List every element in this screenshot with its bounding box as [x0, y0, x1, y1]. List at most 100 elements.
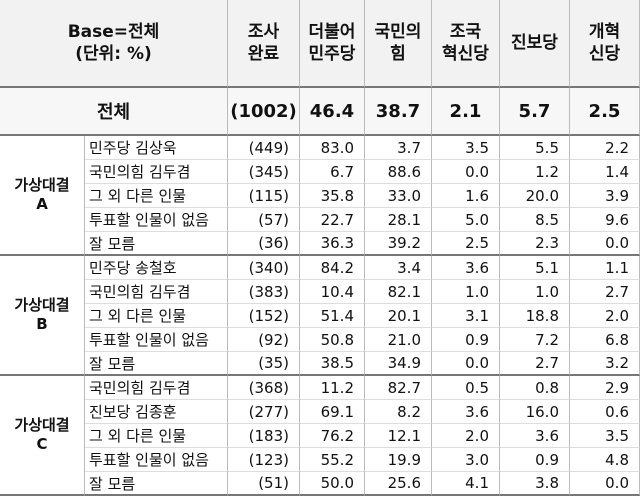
- data-cell: 34.9: [365, 352, 432, 376]
- cell-value: (449): [248, 138, 289, 157]
- data-cell: (123): [228, 448, 300, 472]
- cell-value: 2.2: [605, 138, 629, 157]
- total-label: 전체: [0, 88, 228, 136]
- row-label-text: 민주당 송철호: [89, 259, 177, 277]
- cell-value: 0.8: [535, 378, 559, 397]
- header-text: (단위: %): [75, 44, 152, 64]
- row-label: 투표할 인물이 없음: [85, 208, 228, 232]
- data-cell: 88.6: [365, 160, 432, 184]
- cell-value: 3.6: [535, 426, 559, 445]
- row-label: 진보당 김종훈: [85, 400, 228, 424]
- data-cell: 50.0: [300, 472, 365, 496]
- cell-value: 5.5: [535, 138, 559, 157]
- data-cell: 51.4: [300, 304, 365, 328]
- row-label-text: 잘 모름: [89, 474, 136, 493]
- cell-value: 20.1: [387, 306, 421, 325]
- cell-value: (345): [248, 162, 289, 181]
- data-cell: (449): [228, 136, 300, 160]
- cell-value: (115): [248, 186, 289, 205]
- column-header-text: 더불어: [308, 22, 356, 42]
- data-cell: 3.6: [432, 256, 500, 280]
- data-cell: 3.0: [432, 448, 500, 472]
- data-cell: 2.0: [570, 304, 640, 328]
- cell-value: 39.2: [387, 234, 421, 252]
- data-cell: 82.1: [365, 280, 432, 304]
- data-cell: 28.1: [365, 208, 432, 232]
- cell-value: 82.1: [387, 282, 421, 301]
- cell-value: 0.0: [605, 234, 629, 252]
- row-label-text: 그 외 다른 인물: [89, 187, 187, 205]
- cell-value: 8.2: [397, 402, 421, 421]
- data-cell: (152): [228, 304, 300, 328]
- cell-value: 19.9: [387, 450, 421, 469]
- data-cell: (35): [228, 352, 300, 376]
- cell-value: 18.8: [525, 306, 559, 325]
- cell-value: 6.8: [605, 330, 629, 349]
- total-value: 5.7: [518, 100, 551, 122]
- data-cell: 4.1: [432, 472, 500, 496]
- group-label: 가상대결 C: [0, 376, 85, 496]
- data-cell: 12.1: [365, 424, 432, 448]
- data-cell: 1.0: [432, 280, 500, 304]
- data-cell: 84.2: [300, 256, 365, 280]
- data-cell: 5.0: [432, 208, 500, 232]
- cell-value: 82.7: [387, 378, 421, 397]
- cell-value: 3.8: [535, 474, 559, 492]
- data-cell: 1.1: [570, 256, 640, 280]
- row-label-text: 잘 모름: [89, 354, 136, 373]
- cell-value: 7.2: [535, 330, 559, 349]
- cell-value: (368): [248, 378, 289, 397]
- total-cell: 5.7: [500, 88, 570, 136]
- cell-value: (340): [248, 258, 289, 277]
- row-label-text: 그 외 다른 인물: [89, 307, 187, 325]
- cell-value: 0.0: [465, 354, 489, 372]
- group-label: 가상대결 A: [0, 136, 85, 256]
- data-cell: 3.5: [570, 424, 640, 448]
- cell-value: 50.0: [320, 474, 354, 492]
- column-header: 개혁 신당: [570, 0, 640, 88]
- cell-value: 4.8: [605, 450, 629, 469]
- row-label: 국민의힘 김두겸: [85, 376, 228, 400]
- row-label: 잘 모름: [85, 232, 228, 256]
- cell-value: 1.2: [535, 162, 559, 181]
- data-cell: 3.4: [365, 256, 432, 280]
- cell-value: 11.2: [320, 378, 354, 397]
- cell-value: (35): [258, 354, 289, 372]
- cell-value: 35.8: [320, 186, 354, 205]
- cell-value: 88.6: [387, 162, 421, 181]
- column-header: 조사 완료: [228, 0, 300, 88]
- column-header-text: 신당: [588, 44, 621, 64]
- data-cell: (345): [228, 160, 300, 184]
- cell-value: 33.0: [387, 186, 421, 205]
- data-cell: 18.8: [500, 304, 570, 328]
- cell-value: 28.1: [387, 210, 421, 229]
- cell-value: 0.5: [465, 378, 489, 397]
- column-header-text: 민주당: [308, 44, 356, 64]
- cell-value: 0.9: [535, 450, 559, 469]
- header-text: Base=전체: [67, 22, 160, 42]
- row-label: 민주당 김상욱: [85, 136, 228, 160]
- cell-value: 3.7: [397, 138, 421, 157]
- header-label: Base=전체 (단위: %): [0, 0, 228, 88]
- data-cell: 3.8: [500, 472, 570, 496]
- cell-value: 5.0: [465, 210, 489, 229]
- row-label-text: 투표할 인물이 없음: [89, 211, 209, 229]
- data-cell: 22.7: [300, 208, 365, 232]
- row-label: 잘 모름: [85, 472, 228, 496]
- data-cell: 55.2: [300, 448, 365, 472]
- data-cell: 0.8: [500, 376, 570, 400]
- data-cell: 5.1: [500, 256, 570, 280]
- cell-value: 1.0: [465, 282, 489, 301]
- data-cell: 38.5: [300, 352, 365, 376]
- group-label-text: 가상대결: [14, 416, 70, 434]
- row-label: 투표할 인물이 없음: [85, 328, 228, 352]
- cell-value: (57): [258, 210, 289, 229]
- data-cell: 4.8: [570, 448, 640, 472]
- data-cell: 6.7: [300, 160, 365, 184]
- cell-value: 0.0: [605, 474, 629, 492]
- cell-value: 9.6: [605, 210, 629, 229]
- cell-value: 38.5: [320, 354, 354, 372]
- data-cell: 20.0: [500, 184, 570, 208]
- cell-value: 1.6: [465, 186, 489, 205]
